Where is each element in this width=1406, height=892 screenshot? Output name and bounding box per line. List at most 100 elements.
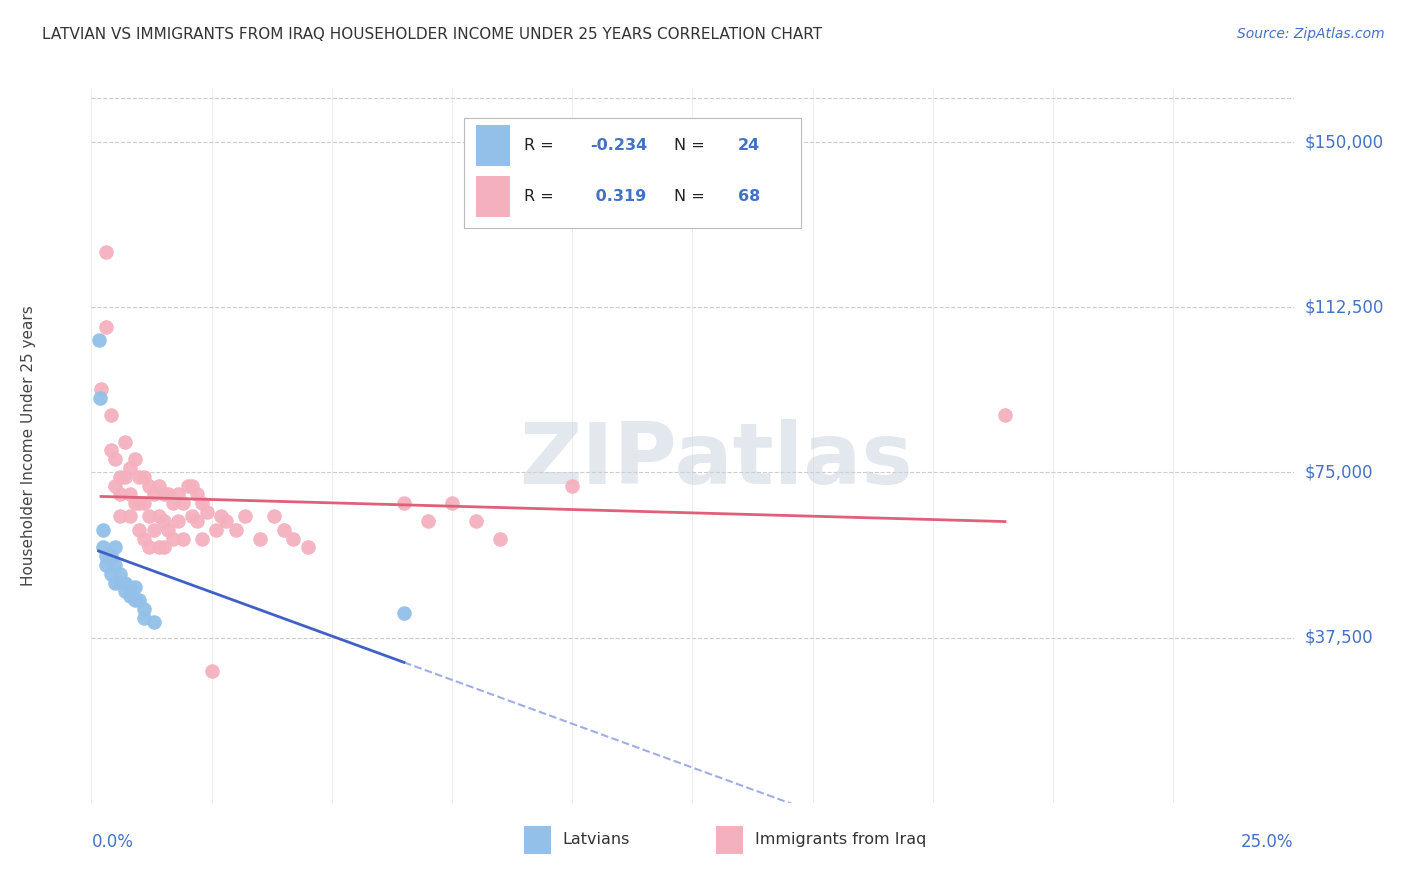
- Point: [167, 514, 190, 528]
- Point: [416, 514, 439, 528]
- Bar: [477, 176, 510, 218]
- Point: [157, 487, 180, 501]
- Point: [87, 333, 110, 347]
- Text: N =: N =: [675, 138, 710, 153]
- Point: [191, 532, 214, 546]
- Text: LATVIAN VS IMMIGRANTS FROM IRAQ HOUSEHOLDER INCOME UNDER 25 YEARS CORRELATION CH: LATVIAN VS IMMIGRANTS FROM IRAQ HOUSEHOL…: [42, 27, 823, 42]
- Point: [142, 615, 165, 630]
- Point: [134, 532, 156, 546]
- Point: [142, 487, 165, 501]
- Point: [263, 509, 285, 524]
- Point: [134, 611, 156, 625]
- Point: [201, 664, 224, 678]
- Point: [100, 566, 122, 581]
- Point: [134, 602, 156, 616]
- Point: [186, 487, 208, 501]
- Point: [114, 584, 136, 599]
- Text: N =: N =: [675, 189, 710, 204]
- Point: [152, 541, 174, 555]
- Point: [191, 496, 214, 510]
- Point: [118, 461, 141, 475]
- Point: [94, 558, 117, 572]
- Point: [162, 532, 184, 546]
- Point: [561, 478, 583, 492]
- Point: [205, 523, 228, 537]
- Point: [233, 509, 256, 524]
- Point: [209, 509, 232, 524]
- Point: [104, 575, 127, 590]
- Point: [110, 566, 132, 581]
- Point: [104, 452, 127, 467]
- Point: [157, 523, 180, 537]
- Bar: [477, 125, 510, 167]
- Text: 24: 24: [738, 138, 761, 153]
- Point: [134, 470, 156, 484]
- Text: $75,000: $75,000: [1305, 464, 1374, 482]
- Point: [104, 541, 127, 555]
- Point: [392, 607, 415, 621]
- Bar: [524, 826, 551, 855]
- Point: [118, 589, 141, 603]
- Point: [89, 391, 111, 405]
- Point: [124, 580, 146, 594]
- Point: [172, 532, 194, 546]
- Point: [186, 514, 208, 528]
- Point: [93, 541, 115, 555]
- Point: [128, 470, 150, 484]
- Point: [118, 487, 141, 501]
- Point: [90, 382, 112, 396]
- Text: 0.0%: 0.0%: [91, 833, 134, 851]
- Bar: [464, 118, 800, 228]
- Point: [273, 523, 295, 537]
- Point: [994, 408, 1017, 422]
- Point: [128, 496, 150, 510]
- Point: [110, 509, 132, 524]
- Point: [94, 549, 117, 563]
- Point: [489, 532, 512, 546]
- Text: 0.319: 0.319: [591, 189, 647, 204]
- Point: [94, 320, 117, 334]
- Point: [124, 593, 146, 607]
- Point: [100, 549, 122, 563]
- Text: Source: ZipAtlas.com: Source: ZipAtlas.com: [1237, 27, 1385, 41]
- Point: [104, 478, 127, 492]
- Point: [148, 541, 170, 555]
- Point: [100, 443, 122, 458]
- Point: [110, 470, 132, 484]
- Text: $150,000: $150,000: [1305, 133, 1384, 151]
- Point: [225, 523, 247, 537]
- Point: [104, 558, 127, 572]
- Text: $37,500: $37,500: [1305, 629, 1374, 647]
- Point: [134, 496, 156, 510]
- Point: [110, 575, 132, 590]
- Point: [94, 245, 117, 260]
- Point: [114, 575, 136, 590]
- Point: [152, 514, 174, 528]
- Text: 25.0%: 25.0%: [1241, 833, 1294, 851]
- Point: [118, 580, 141, 594]
- Point: [128, 593, 150, 607]
- Point: [195, 505, 218, 519]
- Point: [138, 541, 160, 555]
- Text: 68: 68: [738, 189, 761, 204]
- Point: [124, 496, 146, 510]
- Text: -0.234: -0.234: [591, 138, 648, 153]
- Point: [93, 523, 115, 537]
- Point: [128, 523, 150, 537]
- Point: [138, 478, 160, 492]
- Point: [142, 523, 165, 537]
- Point: [172, 496, 194, 510]
- Point: [114, 434, 136, 449]
- Point: [465, 514, 488, 528]
- Point: [215, 514, 238, 528]
- Point: [297, 541, 319, 555]
- Text: Immigrants from Iraq: Immigrants from Iraq: [755, 832, 927, 847]
- Point: [249, 532, 271, 546]
- Text: Latvians: Latvians: [562, 832, 630, 847]
- Text: $112,500: $112,500: [1305, 298, 1384, 317]
- Point: [440, 496, 463, 510]
- Point: [138, 509, 160, 524]
- Point: [167, 487, 190, 501]
- Point: [152, 487, 174, 501]
- Text: ZIPatlas: ZIPatlas: [520, 418, 914, 502]
